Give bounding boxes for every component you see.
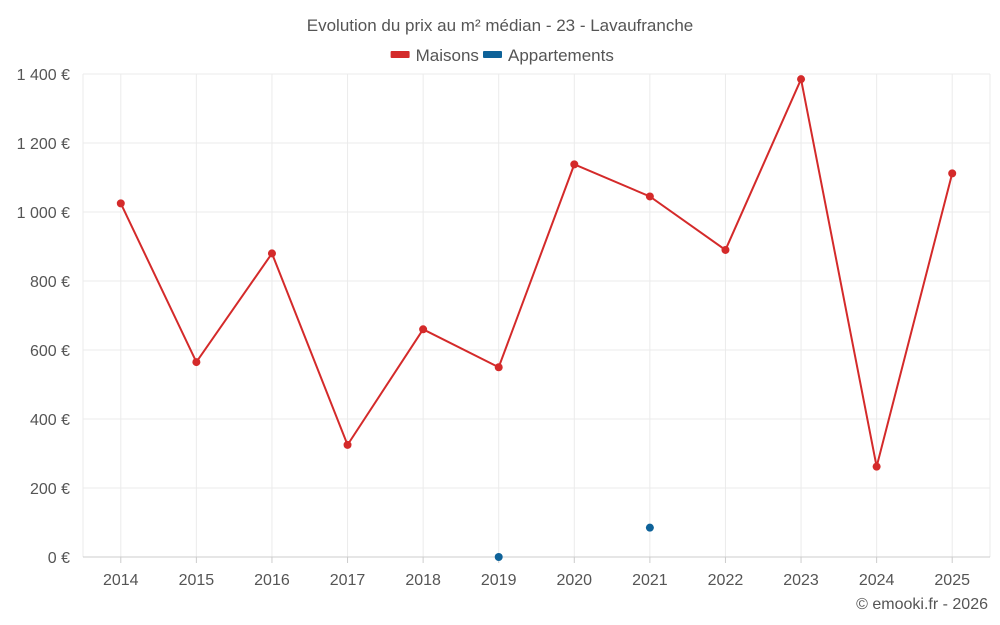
chart-title: Evolution du prix au m² médian - 23 - La…	[307, 16, 693, 35]
x-tick-label: 2022	[708, 572, 744, 589]
x-tick-label: 2023	[783, 572, 819, 589]
x-tick-label: 2014	[103, 572, 139, 589]
data-point-appartements[interactable]	[645, 523, 654, 532]
data-point-maisons[interactable]	[721, 245, 730, 254]
data-point-maisons[interactable]	[419, 325, 428, 334]
legend-swatch-maisons	[390, 51, 410, 58]
y-tick-label: 200 €	[30, 481, 70, 498]
y-tick-label: 1 200 €	[17, 136, 70, 153]
series-line-maisons	[119, 75, 954, 467]
data-point-maisons[interactable]	[948, 169, 957, 178]
data-point-maisons[interactable]	[872, 462, 881, 471]
legend-swatch-appartements	[483, 51, 502, 58]
legend-label-maisons[interactable]: Maisons	[416, 46, 479, 65]
series-layer	[116, 75, 957, 561]
y-tick-label: 1 000 €	[17, 205, 70, 222]
x-tick-label: 2019	[481, 572, 517, 589]
legend-label-appartements[interactable]: Appartements	[508, 46, 614, 65]
x-tick-label: 2025	[934, 572, 970, 589]
credit-text: © emooki.fr - 2026	[856, 596, 988, 613]
data-point-maisons[interactable]	[570, 160, 579, 169]
x-tick-label: 2015	[179, 572, 215, 589]
x-tick-label: 2020	[556, 572, 592, 589]
data-point-maisons[interactable]	[116, 199, 125, 208]
y-tick-label: 800 €	[30, 274, 70, 291]
data-point-maisons[interactable]	[192, 358, 201, 367]
x-tick-label: 2024	[859, 572, 895, 589]
x-tick-label: 2021	[632, 572, 668, 589]
y-tick-label: 400 €	[30, 412, 70, 429]
grid	[82, 73, 991, 557]
y-tick-label: 600 €	[30, 343, 70, 360]
x-tick-label: 2018	[405, 572, 441, 589]
data-point-appartements[interactable]	[494, 553, 503, 561]
y-axis: 0 € 200 € 400 € 600 € 800 € 1 000 € 1 200 € 1 4…	[17, 67, 70, 567]
y-tick-label: 0 €	[48, 550, 70, 567]
x-axis: 2014 2015 2016 2017 2018 2019 2020 2021 2022 2023…	[83, 556, 990, 589]
data-point-maisons[interactable]	[645, 192, 654, 201]
data-point-maisons[interactable]	[797, 75, 806, 84]
y-tick-label: 1 400 €	[17, 67, 70, 84]
data-point-maisons[interactable]	[343, 440, 352, 449]
data-point-maisons[interactable]	[267, 249, 276, 258]
x-tick-label: 2017	[330, 572, 366, 589]
x-tick-label: 2016	[254, 572, 290, 589]
data-point-maisons[interactable]	[494, 363, 503, 372]
legend: Maisons Appartements	[390, 46, 614, 65]
